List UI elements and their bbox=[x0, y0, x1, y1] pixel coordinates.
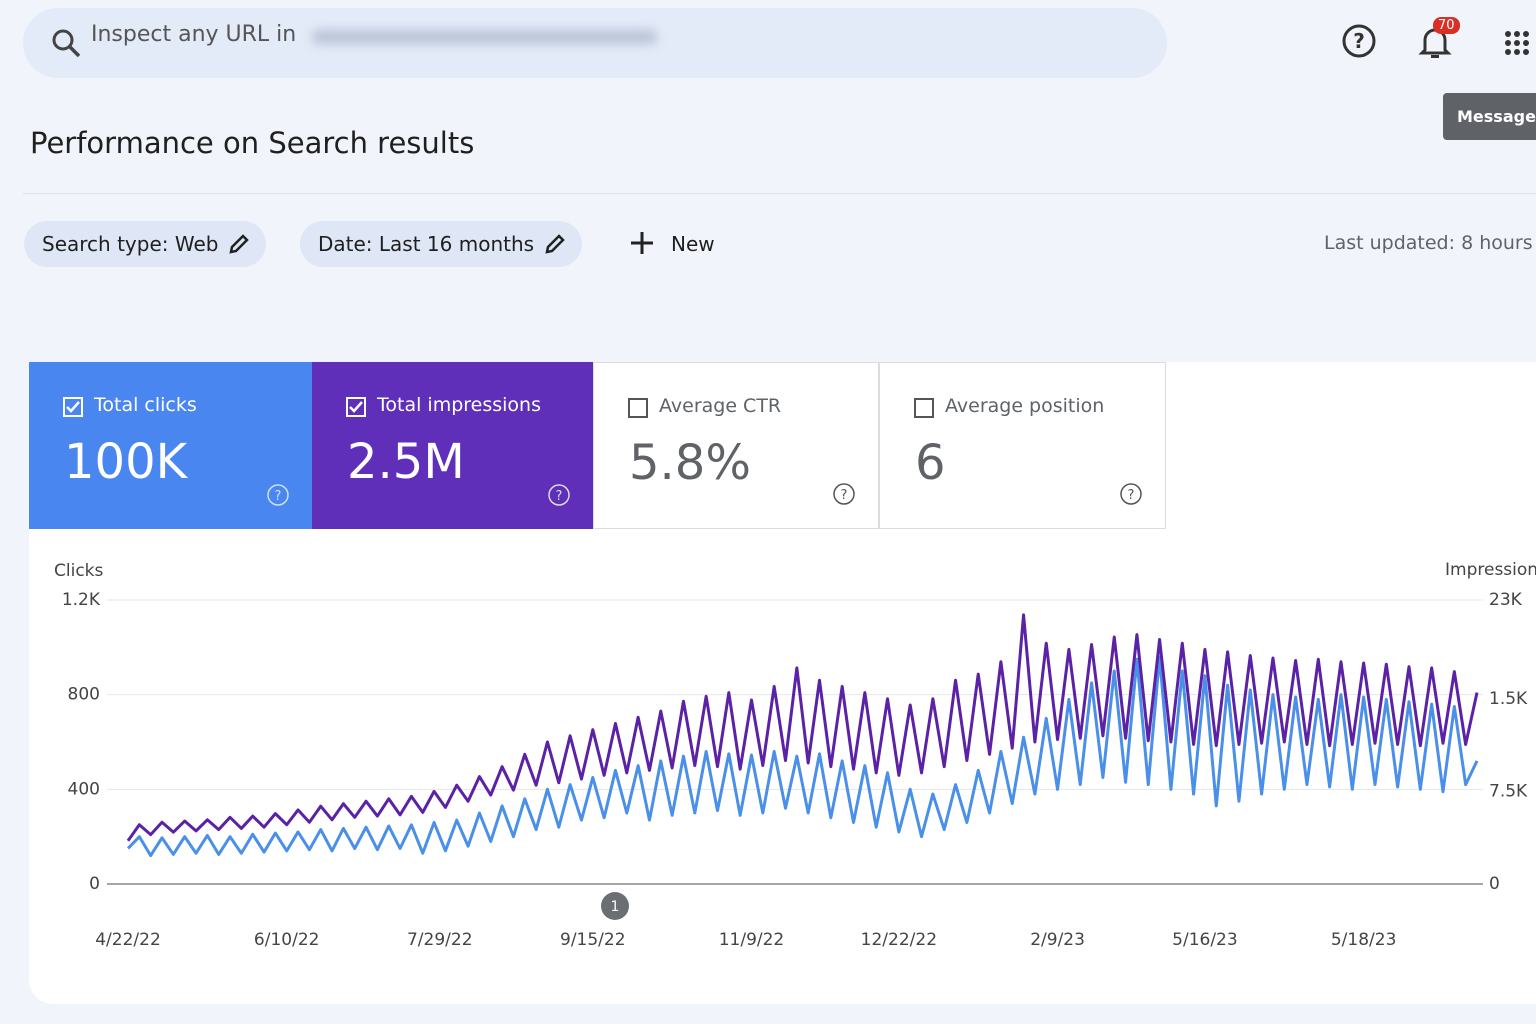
edit-icon bbox=[544, 233, 566, 255]
y-axis-title: Clicks bbox=[54, 561, 104, 581]
y2-tick-label: 23K bbox=[1489, 590, 1523, 610]
metric-label: Total clicks bbox=[64, 394, 197, 416]
svg-text:?: ? bbox=[556, 489, 563, 504]
x-tick-label: 7/29/22 bbox=[407, 930, 473, 950]
y2-axis-title: Impression bbox=[1445, 560, 1536, 580]
y-tick-label: 400 bbox=[68, 779, 100, 799]
svg-text:?: ? bbox=[841, 488, 848, 503]
x-tick-label: 4/22/22 bbox=[95, 930, 161, 950]
metric-label: Average CTR bbox=[629, 395, 781, 417]
metric-card[interactable]: Total impressions 2.5M ? bbox=[312, 362, 593, 529]
metric-value: 6 bbox=[915, 435, 946, 491]
page-title: Performance on Search results bbox=[30, 126, 474, 160]
filter-chip[interactable]: Search type: Web bbox=[24, 221, 266, 267]
metric-label: Total impressions bbox=[347, 394, 541, 416]
plus-icon bbox=[629, 230, 655, 256]
button-label: New bbox=[671, 232, 715, 256]
series-line bbox=[128, 657, 1477, 856]
info-icon: ? bbox=[832, 482, 856, 506]
svg-text:?: ? bbox=[275, 489, 282, 504]
metric-card[interactable]: Average position 6 ? bbox=[879, 362, 1166, 529]
y2-tick-label: 7.5K bbox=[1489, 781, 1528, 801]
metric-card[interactable]: Total clicks 100K ? bbox=[29, 362, 312, 529]
help-icon[interactable]: ? bbox=[1340, 22, 1378, 60]
search-placeholder: Inspect any URL in bbox=[91, 22, 296, 47]
metric-value: 5.8% bbox=[629, 435, 751, 491]
y-tick-label: 0 bbox=[89, 874, 100, 894]
apps-icon[interactable] bbox=[1503, 29, 1533, 59]
chip-label: Date: Last 16 months bbox=[318, 232, 534, 256]
metric-card[interactable]: Average CTR 5.8% ? bbox=[593, 362, 879, 529]
y2-tick-label: 0 bbox=[1489, 874, 1500, 894]
new-filter-button[interactable]: New bbox=[629, 230, 715, 256]
y2-tick-label: 1.5K bbox=[1489, 689, 1528, 709]
metric-value: 2.5M bbox=[347, 434, 465, 490]
edit-icon bbox=[228, 233, 250, 255]
info-icon: ? bbox=[266, 483, 290, 507]
search-icon bbox=[51, 28, 83, 60]
x-tick-label: 5/18/23 bbox=[1331, 930, 1397, 950]
divider bbox=[23, 193, 1536, 194]
y-tick-label: 1.2K bbox=[62, 590, 101, 610]
x-tick-label: 6/10/22 bbox=[254, 930, 320, 950]
last-updated: Last updated: 8 hours bbox=[1324, 232, 1533, 254]
svg-text:?: ? bbox=[1353, 29, 1365, 53]
info-icon: ? bbox=[1119, 482, 1143, 506]
tooltip: Messages bbox=[1443, 93, 1536, 140]
notification-badge: 70 bbox=[1433, 17, 1460, 34]
filter-chip[interactable]: Date: Last 16 months bbox=[300, 221, 582, 267]
chart: Clicks Impression 0 400 800 1.2K 0 7.5K 1.5K 23… bbox=[0, 530, 1536, 1004]
x-tick-label: 2/9/23 bbox=[1030, 930, 1085, 950]
annotation-label: 1 bbox=[611, 899, 620, 915]
chip-label: Search type: Web bbox=[42, 232, 218, 256]
series-line bbox=[128, 615, 1477, 841]
svg-text:?: ? bbox=[1128, 488, 1135, 503]
blurred-url bbox=[312, 30, 657, 44]
info-icon: ? bbox=[547, 483, 571, 507]
y-tick-label: 800 bbox=[68, 685, 100, 705]
metric-value: 100K bbox=[64, 434, 187, 490]
x-tick-label: 12/22/22 bbox=[861, 930, 937, 950]
x-tick-label: 9/15/22 bbox=[560, 930, 626, 950]
x-tick-label: 11/9/22 bbox=[719, 930, 785, 950]
x-tick-label: 5/16/23 bbox=[1172, 930, 1238, 950]
metric-label: Average position bbox=[915, 395, 1104, 417]
